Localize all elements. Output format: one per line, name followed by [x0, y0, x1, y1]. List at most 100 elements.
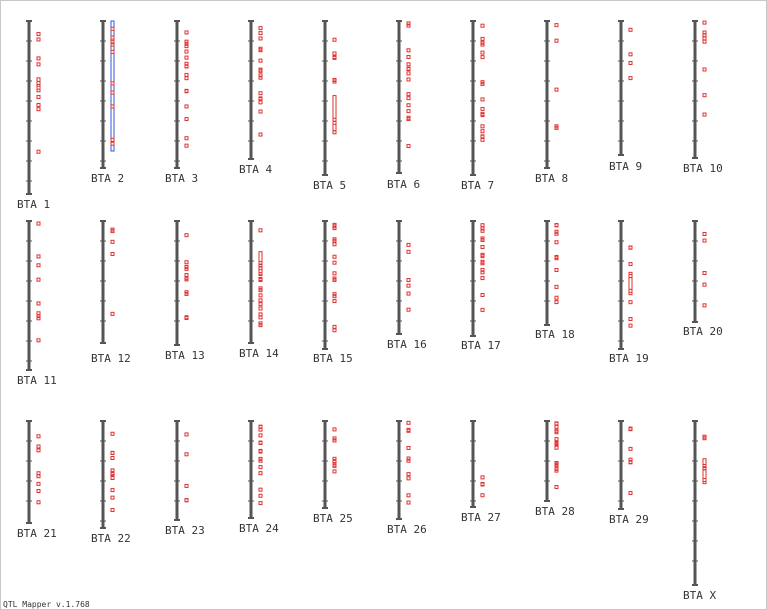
- qtl-marker: [628, 426, 633, 431]
- qtl-marker: [628, 323, 633, 328]
- qtl-marker: [184, 483, 189, 488]
- qtl-marker: [480, 267, 485, 272]
- qtl-marker: [702, 67, 707, 72]
- chromosome-label: BTA 11: [17, 374, 57, 387]
- qtl-marker: [480, 236, 485, 241]
- qtl-marker: [110, 472, 115, 477]
- qtl-marker: [480, 292, 485, 297]
- qtl-marker: [184, 264, 189, 269]
- qtl-marker: [480, 129, 485, 134]
- chromosome: [619, 221, 623, 349]
- qtl-marker: [258, 132, 263, 137]
- qtl-marker: [110, 81, 115, 86]
- qtl-marker: [702, 238, 707, 243]
- qtl-marker: [480, 23, 485, 28]
- qtl-marker: [406, 48, 411, 53]
- qtl-marker: [628, 52, 633, 57]
- qtl-marker: [184, 291, 189, 296]
- qtl-marker: [258, 321, 263, 326]
- qtl-marker: [258, 75, 263, 80]
- qtl-marker: [406, 476, 411, 481]
- qtl-marker: [36, 316, 41, 321]
- qtl-marker: [480, 270, 485, 275]
- qtl-marker: [702, 36, 707, 41]
- chromosome: [249, 221, 253, 343]
- qtl-marker: [184, 136, 189, 141]
- qtl-marker: [36, 221, 41, 226]
- chromosome-label: BTA 25: [313, 512, 353, 525]
- qtl-marker: [110, 35, 115, 40]
- chromosome-label: BTA 21: [17, 527, 57, 540]
- qtl-marker: [702, 20, 707, 25]
- qtl-region: [110, 20, 115, 152]
- qtl-marker: [406, 278, 411, 283]
- qtl-marker: [36, 338, 41, 343]
- qtl-marker: [702, 434, 707, 439]
- qtl-marker: [480, 106, 485, 111]
- chromosome-label: BTA 3: [165, 172, 198, 185]
- qtl-marker: [628, 27, 633, 32]
- qtl-marker: [258, 433, 263, 438]
- qtl-marker: [480, 482, 485, 487]
- qtl-marker: [110, 90, 115, 95]
- chromosome-label: BTA 29: [609, 513, 649, 526]
- qtl-marker: [258, 58, 263, 63]
- qtl-marker: [332, 436, 337, 441]
- qtl-marker: [110, 252, 115, 257]
- qtl-marker: [110, 475, 115, 480]
- qtl-marker: [110, 455, 115, 460]
- qtl-marker: [110, 104, 115, 109]
- qtl-marker: [110, 495, 115, 500]
- qtl-marker: [258, 424, 263, 429]
- qtl-marker: [332, 324, 337, 329]
- qtl-marker: [554, 125, 559, 130]
- chromosome-label: BTA 16: [387, 338, 427, 351]
- qtl-marker: [702, 112, 707, 117]
- qtl-marker: [184, 260, 189, 265]
- qtl-marker: [554, 445, 559, 450]
- qtl-marker: [554, 254, 559, 259]
- qtl-marker: [554, 295, 559, 300]
- qtl-marker: [332, 294, 337, 299]
- footer: QTL Mapper v.1.768: [3, 600, 90, 609]
- qtl-marker: [406, 427, 411, 432]
- qtl-marker: [184, 498, 189, 503]
- qtl-marker: [110, 42, 115, 47]
- qtl-marker: [332, 299, 337, 304]
- qtl-marker: [258, 458, 263, 463]
- qtl-marker: [332, 456, 337, 461]
- qtl-marker: [554, 87, 559, 92]
- qtl-marker: [406, 71, 411, 76]
- qtl-marker: [332, 438, 337, 443]
- chromosome: [471, 21, 475, 175]
- qtl-marker: [258, 91, 263, 96]
- qtl-interval: [258, 251, 263, 276]
- chromosome-label: BTA 4: [239, 163, 272, 176]
- chromosome: [249, 21, 253, 159]
- qtl-marker: [36, 62, 41, 67]
- qtl-marker: [36, 481, 41, 486]
- qtl-marker: [258, 306, 263, 311]
- qtl-marker: [554, 421, 559, 426]
- qtl-marker: [110, 137, 115, 142]
- qtl-marker: [406, 21, 411, 26]
- qtl-marker: [332, 328, 337, 333]
- chromosome-label: BTA 1: [17, 198, 50, 211]
- qtl-marker: [554, 428, 559, 433]
- chromosome-label: BTA 8: [535, 172, 568, 185]
- chromosome: [397, 21, 401, 173]
- qtl-marker: [36, 301, 41, 306]
- qtl-marker: [554, 223, 559, 228]
- qtl-marker: [480, 134, 485, 139]
- qtl-marker: [406, 283, 411, 288]
- qtl-marker: [332, 51, 337, 56]
- qtl-marker: [554, 240, 559, 245]
- qtl-marker: [406, 62, 411, 67]
- chromosome-label: BTA 14: [239, 347, 279, 360]
- chromosome: [27, 221, 31, 370]
- chromosome-label: BTA 18: [535, 328, 575, 341]
- qtl-marker: [36, 107, 41, 112]
- chromosome-label: BTA X: [683, 589, 716, 602]
- qtl-marker: [332, 260, 337, 265]
- chromosome: [693, 21, 697, 158]
